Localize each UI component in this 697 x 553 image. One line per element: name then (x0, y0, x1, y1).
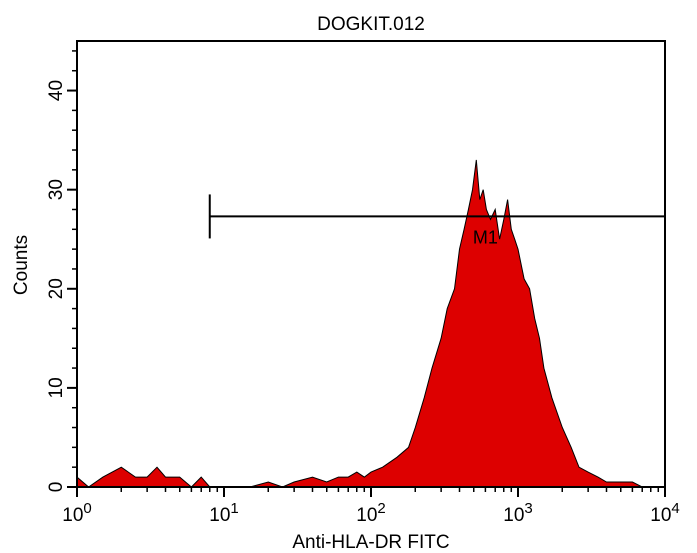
histogram-series-0 (76, 159, 665, 488)
marker-label: M1 (473, 227, 498, 247)
x-tick-label: 102 (356, 500, 385, 526)
y-tick-label: 0 (46, 482, 67, 493)
y-tick-label: 40 (46, 80, 67, 101)
x-tick-label: 103 (503, 500, 532, 526)
axes: 100 101 102 103 104 0 10 20 30 40 (46, 40, 680, 526)
y-tick-label: 10 (46, 377, 67, 398)
y-tick-label: 30 (46, 179, 67, 200)
chart-title: DOGKIT.012 (317, 14, 425, 35)
x-tick-label: 104 (650, 500, 679, 526)
plot-frame (76, 40, 666, 488)
y-axis-label: Counts (11, 235, 32, 295)
x-tick-label: 101 (209, 500, 238, 526)
plot-area: M1 (76, 159, 665, 488)
x-tick-label: 100 (62, 500, 91, 526)
y-tick-label: 20 (46, 278, 67, 299)
x-axis-label: Anti-HLA-DR FITC (292, 532, 449, 553)
